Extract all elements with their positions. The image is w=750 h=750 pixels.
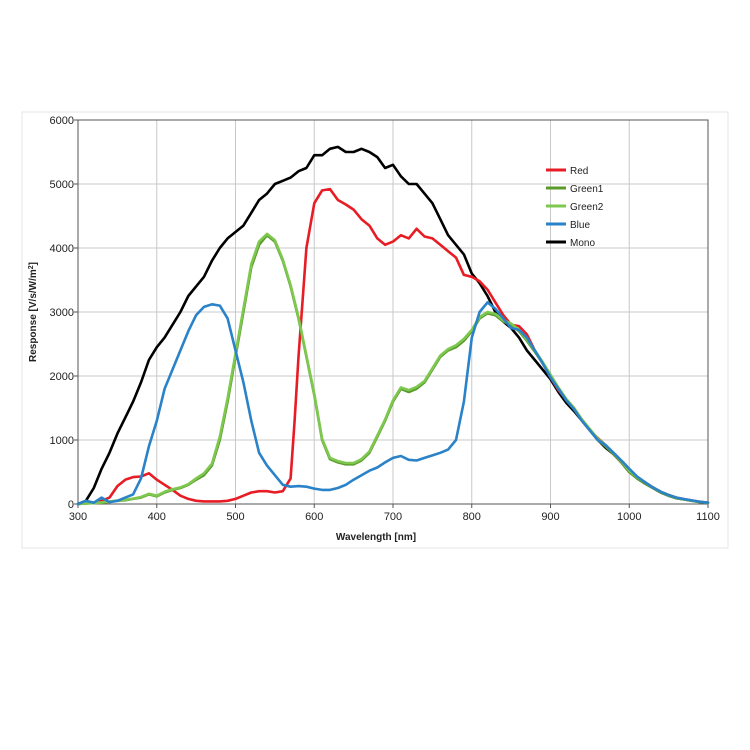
x-tick-label-0: 300 xyxy=(69,511,87,523)
y-tick-label-0: 0 xyxy=(68,499,74,511)
y-tick-label-4: 4000 xyxy=(50,243,74,255)
legend-label-blue: Blue xyxy=(570,220,590,231)
y-tick-label-3: 3000 xyxy=(50,307,74,319)
y-axis-title-end: ] xyxy=(28,262,39,265)
y-axis-title-sup: 2 xyxy=(28,265,35,269)
y-axis-title-main: Response [V/s/W/m xyxy=(28,269,39,362)
y-tick-label-1: 1000 xyxy=(50,435,74,447)
x-tick-label-2: 500 xyxy=(226,511,244,523)
x-axis-ticks: 300 400 500 600 700 800 900 1000 1100 xyxy=(69,504,720,523)
series-lines xyxy=(76,145,710,506)
x-tick-label-6: 900 xyxy=(541,511,559,523)
legend-label-green2: Green2 xyxy=(570,202,604,213)
x-tick-label-8: 1100 xyxy=(696,511,720,523)
legend-label-green1: Green1 xyxy=(570,184,604,195)
series-line-blue xyxy=(76,301,710,506)
y-axis-ticks: 0 1000 2000 3000 4000 5000 6000 xyxy=(50,115,78,511)
y-tick-label-5: 5000 xyxy=(50,179,74,191)
x-tick-label-1: 400 xyxy=(148,511,166,523)
legend-label-red: Red xyxy=(570,166,588,177)
x-tick-label-3: 600 xyxy=(305,511,323,523)
legend: Red Green1 Green2 Blue Mono xyxy=(546,166,604,249)
x-tick-label-5: 800 xyxy=(463,511,481,523)
x-tick-label-7: 1000 xyxy=(617,511,641,523)
x-axis-title: Wavelength [nm] xyxy=(336,532,416,543)
legend-label-mono: Mono xyxy=(570,238,595,249)
y-tick-label-6: 6000 xyxy=(50,115,74,127)
chart-frame xyxy=(21,111,729,549)
y-tick-label-2: 2000 xyxy=(50,371,74,383)
x-tick-label-4: 700 xyxy=(384,511,402,523)
y-axis-title: Response [V/s/W/m2] xyxy=(28,262,40,362)
